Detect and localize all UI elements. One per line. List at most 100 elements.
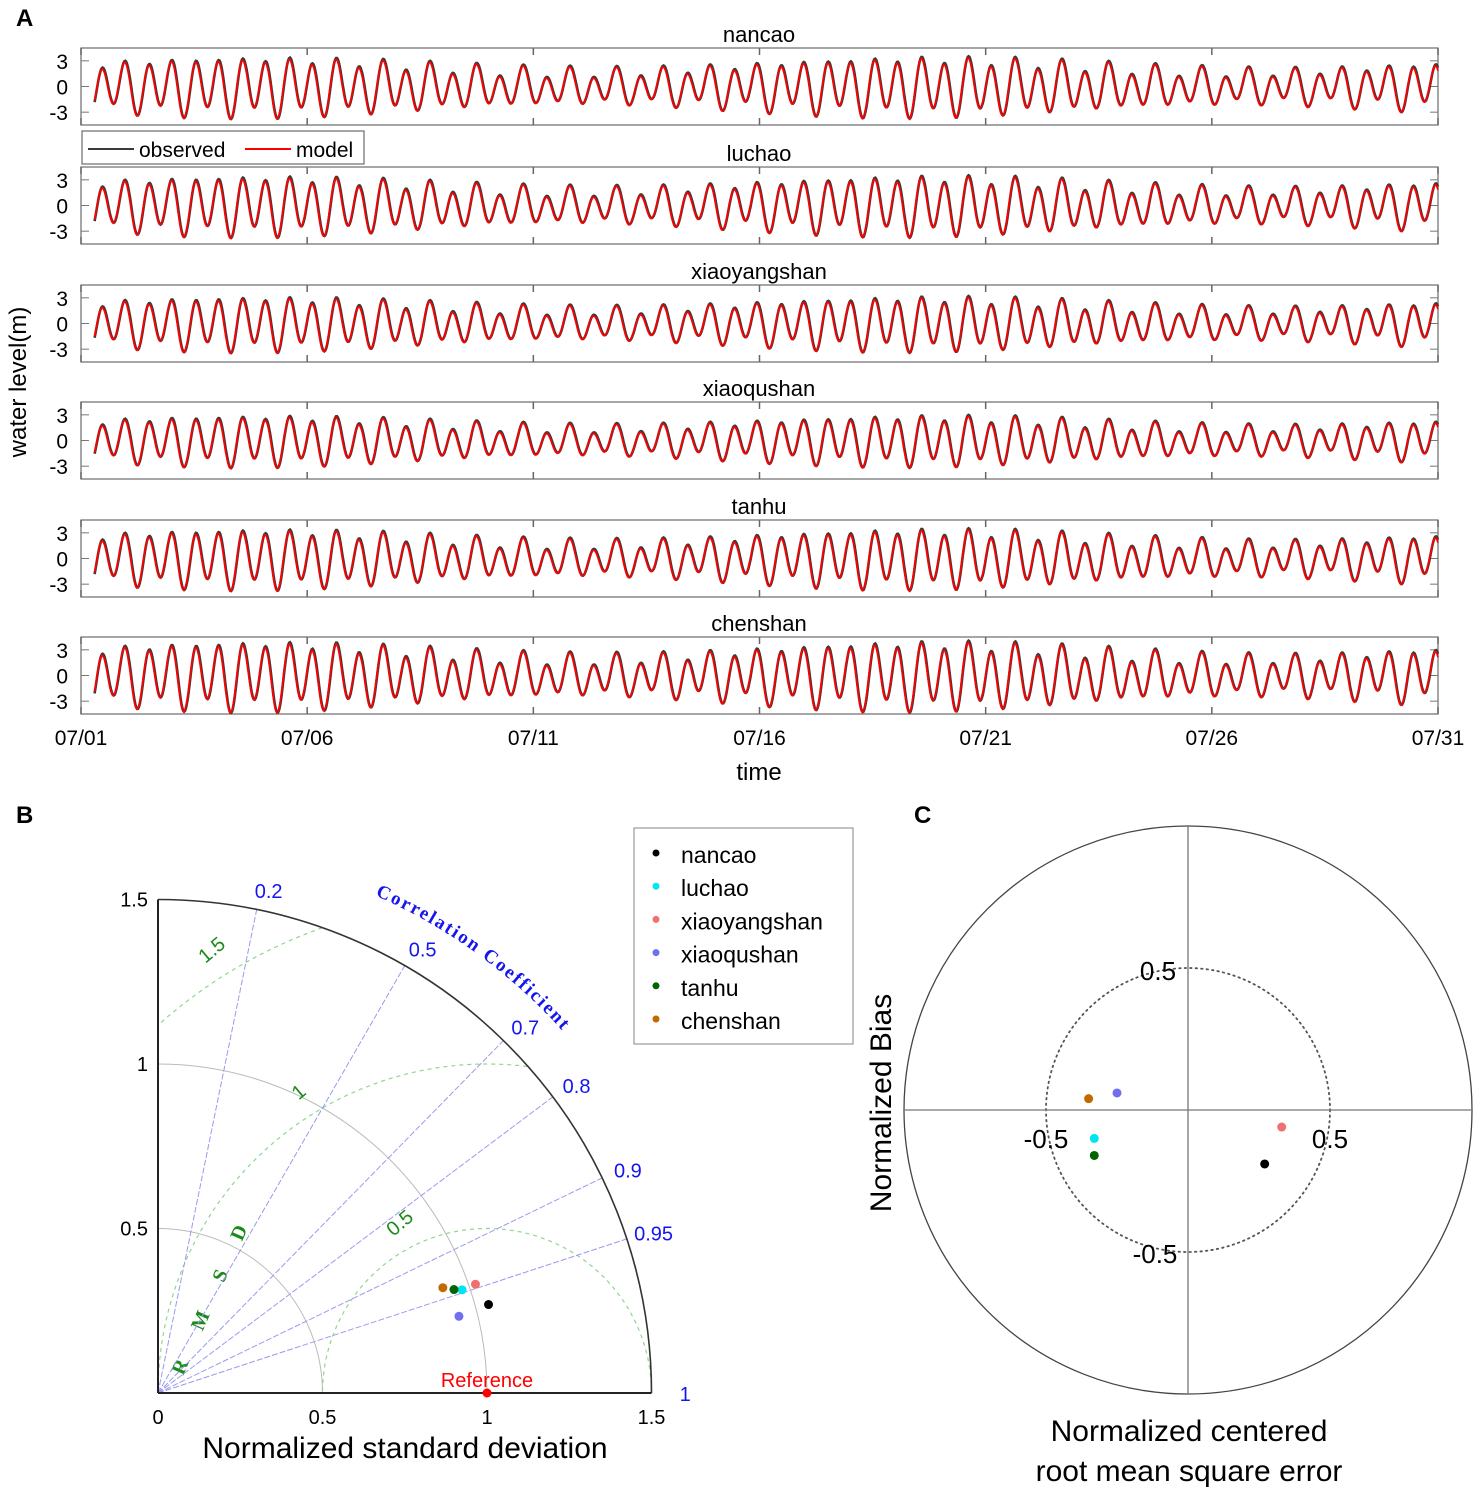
data-point-nancao [484,1300,494,1310]
x-tick-label: 07/21 [959,727,1012,750]
rmsd-axis-title: RMSD [167,1191,265,1378]
subplot-title: xiaoqushan [703,376,816,401]
correlation-tick-label: 0.95 [634,1224,673,1246]
legend-label-nancao: nancao [681,842,756,868]
y-tick-label: -3 [49,456,68,479]
legend-box [81,130,365,165]
subplot-xiaoyangshan: xiaoyangshan 3 0-3 [49,259,1440,363]
tick-label-left: -0.5 [1024,1124,1069,1154]
std-arc [157,1063,488,1394]
correlation-line [157,1238,627,1394]
legend-label-tanhu: tanhu [681,975,739,1001]
x-tick-label: 07/11 [508,727,559,750]
legend-marker-xiaoqushan [652,949,660,957]
y-tick-label: 3 [56,288,68,311]
panel-a-timeseries: water level(m) time nancao30-3luchao30-3… [5,22,1464,786]
y-tick-label: 3 [56,51,68,74]
y-tick-label: 0 [56,549,68,572]
series-model-line [93,296,1439,355]
legend-label-observed: observed [139,139,225,162]
tick-label-right: 0.5 [1312,1124,1348,1154]
legend-label-model: model [296,139,353,162]
correlation-axis-title-text: Correlation Coefficient [373,881,573,1035]
data-point-tanhu [1089,1150,1099,1160]
x-axis-label: time [736,759,781,786]
correlation-line [157,909,258,1394]
legend-marker-xiaoyangshan [652,915,660,923]
y-tick-label: 0 [56,314,68,337]
subplot-title: tanhu [731,494,786,519]
std-arc [157,1228,323,1394]
y-tick-label: 3 [56,170,68,193]
correlation-axis-title: Correlation Coefficient [373,881,575,1035]
correlation-tick-label: 0.7 [511,1017,539,1039]
data-point-luchao [457,1285,467,1295]
x-tick-label: 07/31 [1412,727,1465,750]
series-model-line [93,175,1439,240]
correlation-tick-label: 0.8 [563,1076,591,1098]
correlation-line [157,1177,603,1394]
series-model-line [93,641,1439,715]
y-axis-label: water level(m) [5,307,32,459]
subplot-title: nancao [723,22,795,47]
data-point-xiaoqushan [1112,1088,1122,1098]
legend-label-luchao: luchao [681,875,749,901]
data-point-chenshan [1084,1094,1094,1104]
correlation-line [157,965,406,1394]
subplot-title: luchao [727,141,792,166]
x-tick-label: 07/01 [55,727,108,750]
y-tick-label: 0 [56,666,68,689]
legend: nancao luchao xiaoyangshan xiaoqushan tanhu c… [633,827,854,1045]
rmsd-circle [321,1227,653,1393]
y-tick-label: 0 [56,77,68,100]
panel-c-target-diagram: 0.5 -0.5 0.5 -0.5 Normalized Bias Normalized … [865,825,1473,1488]
y-tick-label: 3 [56,640,68,663]
y-tick-label: 1.5 [120,890,148,912]
legend-box [633,827,854,1045]
data-point-nancao [1260,1159,1270,1169]
legend-marker-tanhu [652,982,660,990]
x-tick-label: 07/16 [733,727,786,750]
data-point-xiaoqushan [454,1311,464,1321]
correlation-tick-label: 0.2 [255,881,283,903]
y-tick-label: 3 [56,523,68,546]
y-tick-label: 0 [56,431,68,454]
legend-label-xiaoyangshan: xiaoyangshan [681,908,823,934]
x-tick-label: 1.5 [638,1407,666,1429]
y-axis-title: Normalized Bias [865,994,898,1212]
data-point-tanhu [449,1285,459,1295]
panel-label-c: C [914,802,931,829]
rmsd-axis-title-text: RMSD [167,1191,231,1378]
y-tick-label: -3 [49,574,68,597]
legend-marker-chenshan [652,1015,660,1023]
rmsd-tick-label: 0.5 [382,1206,417,1241]
panel-b-taylor-diagram: 0.5 1 1.5 RMSD 0.2 0.5 0.7 0.8 0.9 0.95 1 0 0.5 1 1.5 0… [120,827,854,1465]
subplot-luchao: luchao 3 0-3 [49,141,1440,245]
correlation-line [157,1040,504,1394]
legend-label-xiaoqushan: xiaoqushan [681,942,799,968]
data-point-xiaoyangshan [470,1279,480,1289]
y-tick-label: 0.5 [120,1219,148,1241]
y-tick-label: -3 [49,339,68,362]
subplot-chenshan: chenshan 3 0-3 [49,611,1440,715]
y-tick-label: 1 [137,1054,148,1076]
correlation-line [157,1096,554,1394]
rmsd-circle [158,927,323,1026]
series-model-line [93,56,1439,121]
data-point-xiaoyangshan [1277,1122,1287,1132]
rmsd-tick-label: 1 [288,1080,311,1104]
tick-label-bottom: -0.5 [1133,1239,1178,1269]
correlation-tick-label: 0.9 [614,1160,642,1182]
rmsd-tick-label: 1.5 [194,933,229,968]
x-axis-title-line2: root mean square error [1036,1455,1343,1488]
tick-label-top: 0.5 [1140,956,1176,986]
data-point-luchao [1089,1133,1099,1143]
series-model-line [93,415,1439,470]
x-axis-title-line1: Normalized centered [1051,1415,1328,1448]
legend: observed model [81,130,365,165]
reference-label: Reference [441,1370,533,1392]
subplot-title: xiaoyangshan [691,259,827,284]
subplot-nancao: nancao 3 0-3 [49,22,1440,126]
x-tick-label: 0 [152,1407,163,1429]
